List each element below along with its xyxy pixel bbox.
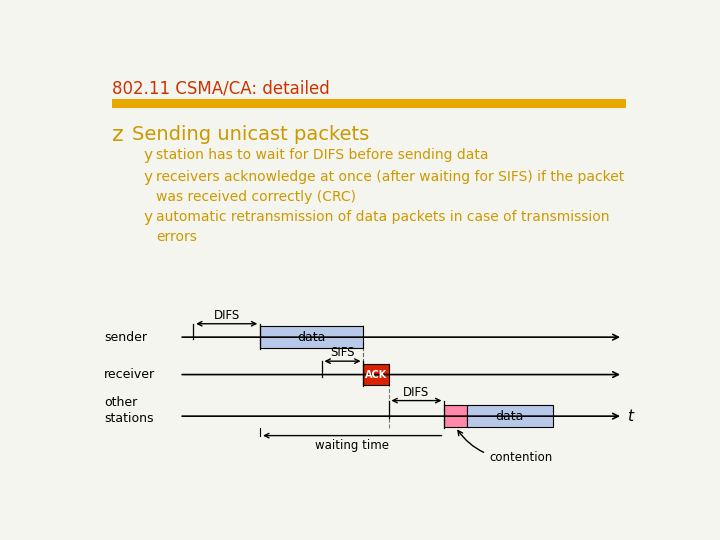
Text: DIFS: DIFS	[214, 309, 240, 322]
Text: Sending unicast packets: Sending unicast packets	[132, 125, 369, 144]
Text: errors: errors	[156, 230, 197, 244]
Text: waiting time: waiting time	[315, 439, 390, 452]
Text: data: data	[297, 330, 326, 343]
Text: station has to wait for DIFS before sending data: station has to wait for DIFS before send…	[156, 148, 488, 162]
Text: t: t	[627, 409, 634, 424]
Text: ACK: ACK	[365, 369, 387, 380]
Text: sender: sender	[104, 330, 147, 343]
Text: automatic retransmission of data packets in case of transmission: automatic retransmission of data packets…	[156, 210, 609, 224]
Text: DIFS: DIFS	[403, 386, 430, 399]
Text: z: z	[112, 125, 124, 145]
Text: SIFS: SIFS	[330, 346, 355, 359]
Bar	[467, 406, 553, 427]
Text: data: data	[495, 410, 524, 423]
Text: receivers acknowledge at once (after waiting for SIFS) if the packet: receivers acknowledge at once (after wai…	[156, 170, 624, 184]
Bar	[112, 99, 626, 109]
Bar	[444, 406, 467, 427]
Text: y: y	[143, 148, 152, 163]
Text: y: y	[143, 210, 152, 225]
Bar	[260, 326, 364, 348]
Text: 802.11 CSMA/CA: detailed: 802.11 CSMA/CA: detailed	[112, 79, 330, 97]
Text: contention: contention	[458, 430, 552, 464]
Text: y: y	[143, 170, 152, 185]
Bar	[364, 364, 389, 386]
Text: was received correctly (CRC): was received correctly (CRC)	[156, 190, 356, 204]
Text: other
stations: other stations	[104, 396, 153, 425]
Text: receiver: receiver	[104, 368, 155, 381]
